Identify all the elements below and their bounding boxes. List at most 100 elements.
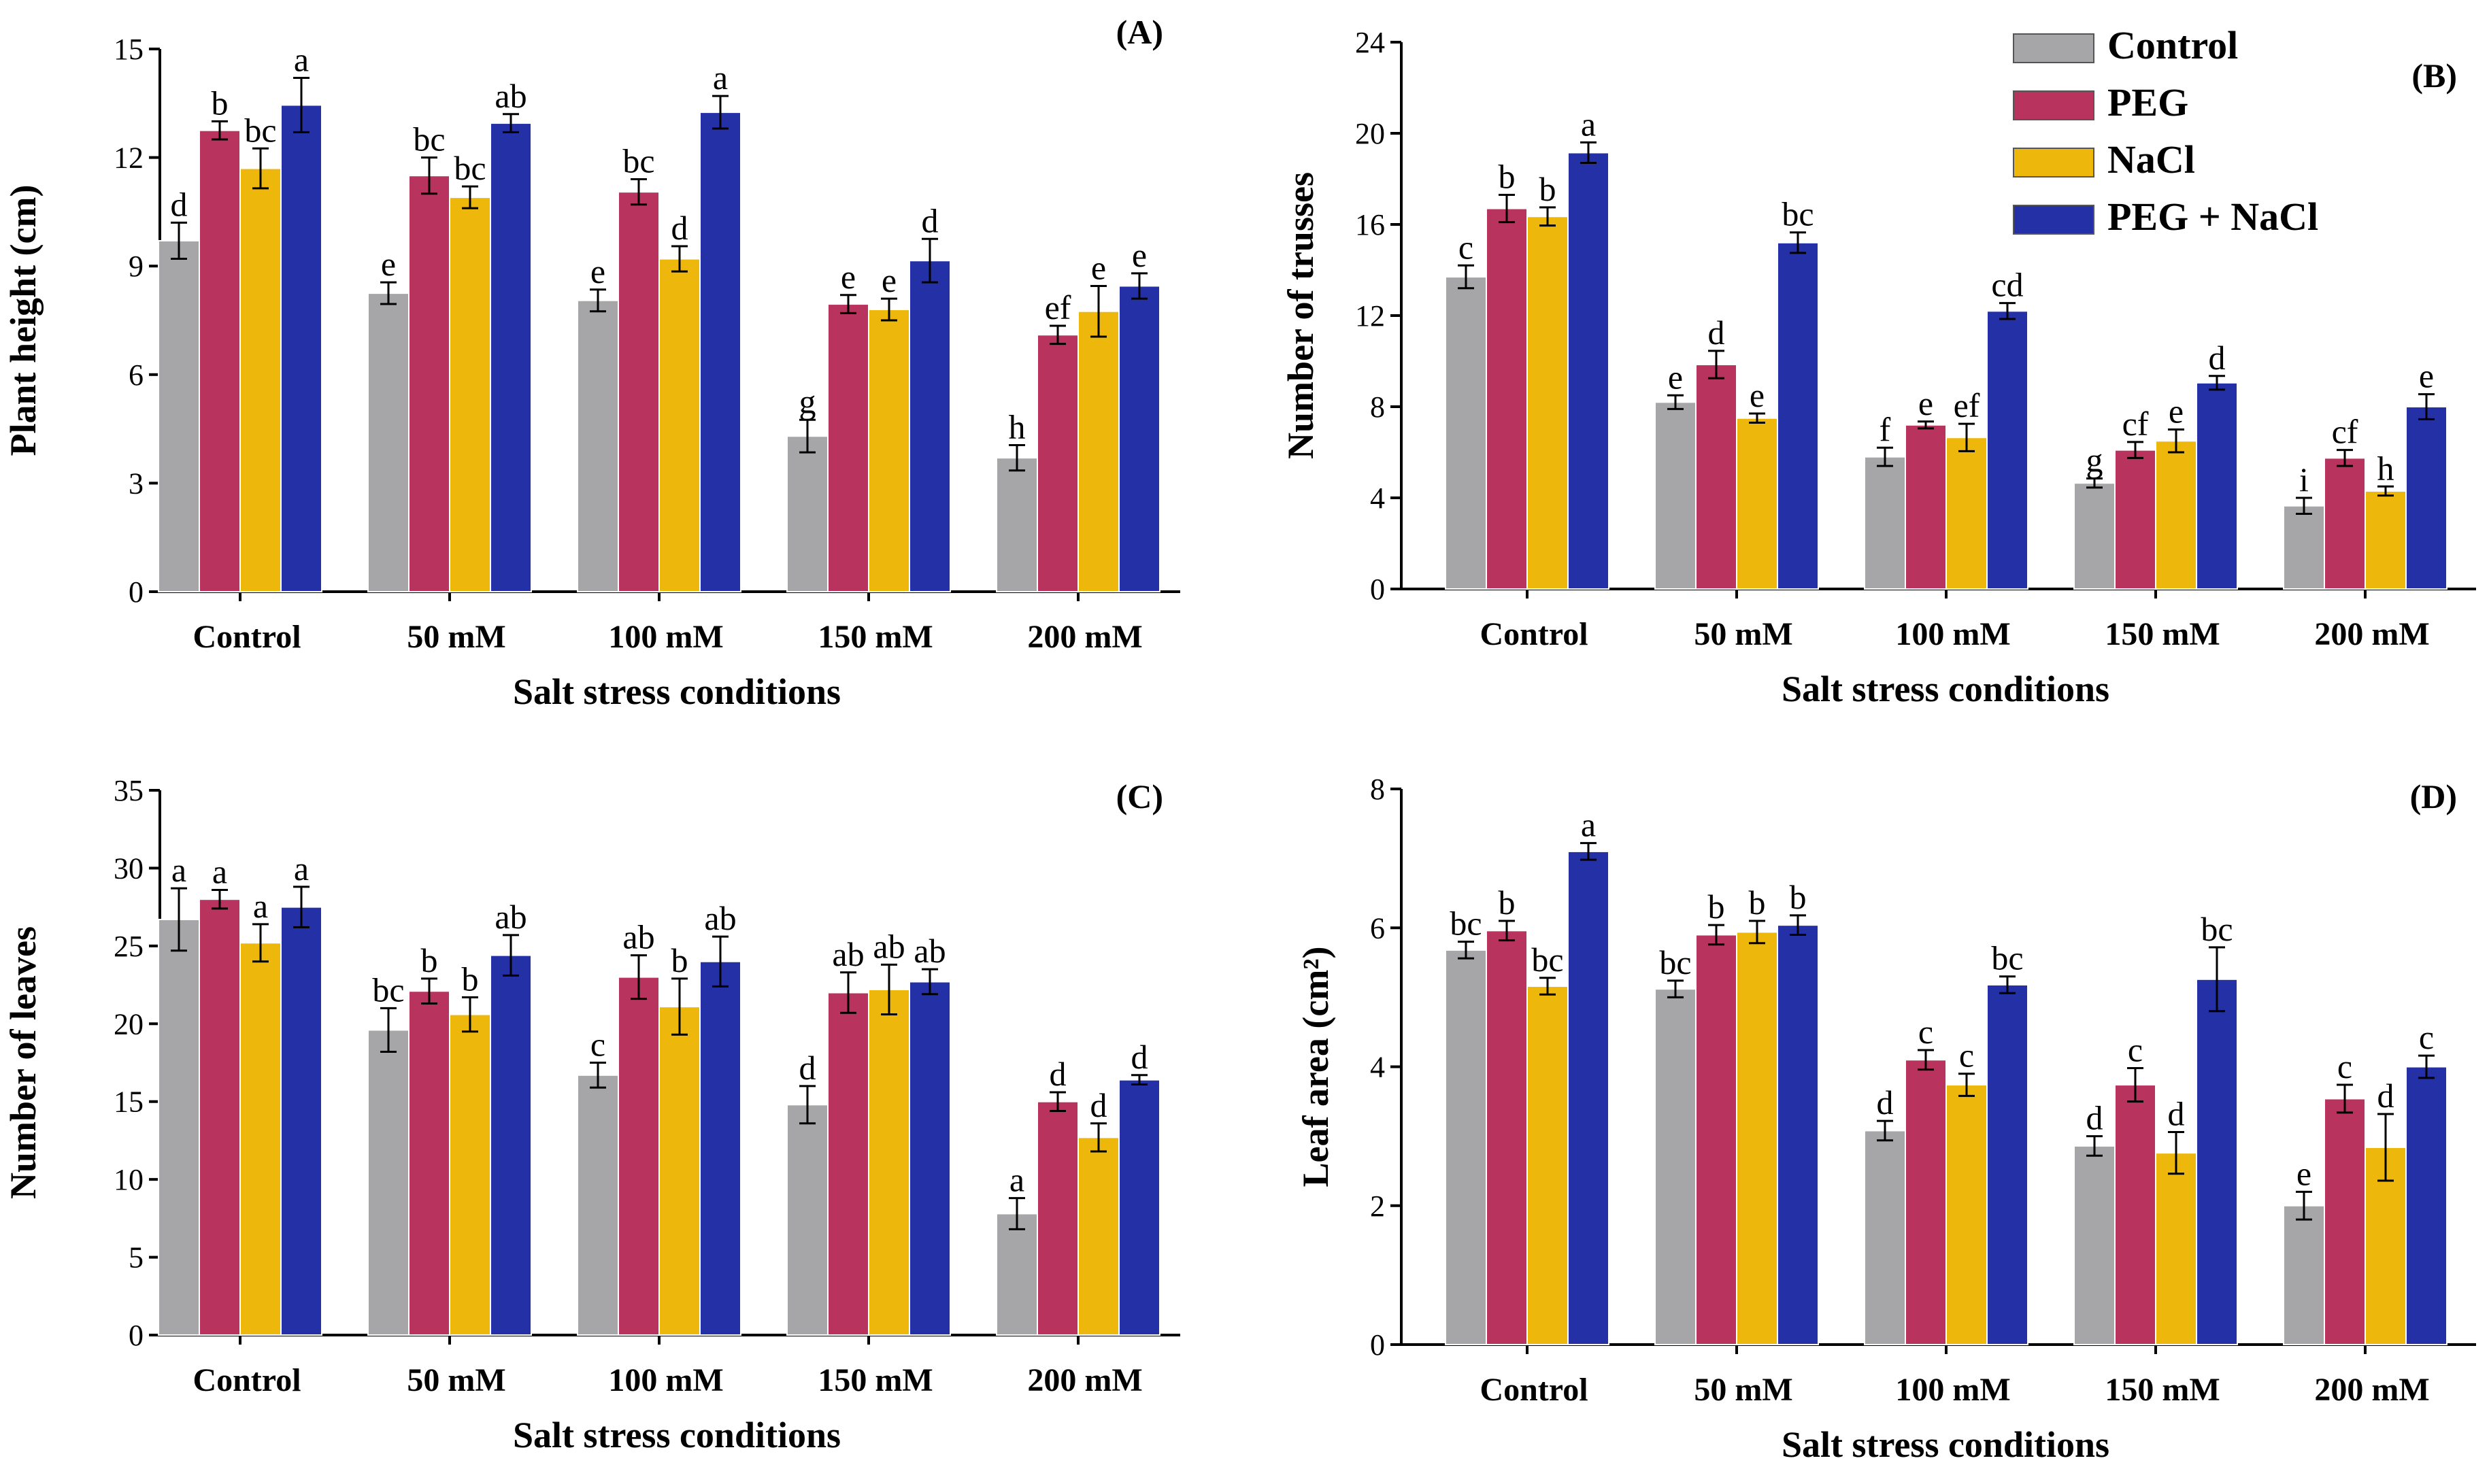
x-tick-label: Control [1480, 1372, 1588, 1408]
significance-letter: b [671, 941, 688, 979]
bar-control-100-mm [1864, 456, 1906, 590]
bar-peg-100-mm [1905, 1059, 1947, 1345]
bar-peg-100-mm [618, 191, 660, 592]
bar-peg-control [199, 898, 241, 1336]
legend-swatch-peg-nacl [2013, 205, 2094, 235]
bar-control-control [1445, 276, 1487, 590]
legend-label-peg-nacl: PEG + NaCl [2107, 195, 2318, 239]
significance-letter: cd [1991, 266, 2023, 304]
bar-peg-nacl-150-mm [2196, 382, 2238, 590]
x-tick-label: Control [193, 1362, 301, 1398]
y-tick-label: 15 [114, 33, 144, 66]
bar-nacl-200-mm [1078, 310, 1120, 592]
y-tick-label: 2 [1370, 1190, 1385, 1223]
legend-label-nacl: NaCl [2107, 137, 2195, 182]
significance-letter: d [1090, 1086, 1107, 1124]
bar-peg-nacl-control [1567, 152, 1609, 590]
significance-letter: ab [622, 918, 654, 956]
significance-letter: e [1750, 376, 1765, 414]
y-tick-label: 5 [129, 1241, 144, 1275]
bar-peg-nacl-150-mm [909, 260, 951, 592]
bar-peg-nacl-50-mm [490, 122, 532, 592]
bar-control-50-mm [367, 1029, 410, 1336]
panel-d: 0 2 4 6 8 Leaf area (cm²) Salt stress conditio… [1295, 773, 2476, 1465]
y-tick-label: 0 [129, 1319, 144, 1352]
y-tick-label: 9 [129, 250, 144, 283]
bar-control-100-mm [1864, 1130, 1906, 1345]
bar-peg-50-mm [1695, 934, 1737, 1345]
x-tick-label: 150 mM [818, 619, 933, 655]
y-tick-label: 16 [1355, 208, 1385, 241]
y-axis-title: Number of leaves [3, 926, 44, 1199]
bar-nacl-control [1526, 216, 1569, 590]
significance-letter: d [922, 201, 939, 239]
significance-letter: cf [2122, 405, 2149, 443]
significance-letter: h [2377, 449, 2394, 487]
significance-letter: a [1581, 105, 1596, 143]
panel-label: (D) [2410, 777, 2457, 815]
bar-peg-control [1486, 930, 1528, 1345]
significance-letter: b [1790, 878, 1807, 916]
significance-letter: bc [1531, 941, 1563, 979]
significance-letter: d [1708, 314, 1725, 352]
y-tick-label: 24 [1355, 26, 1385, 59]
y-tick-label: 8 [1370, 390, 1385, 424]
significance-letter: ef [1045, 288, 1071, 326]
bar-peg-nacl-150-mm [2196, 978, 2238, 1345]
significance-letter: b [462, 960, 479, 998]
panel-label: (B) [2411, 56, 2457, 95]
significance-letter: e [2169, 392, 2184, 431]
y-tick-label: 30 [114, 851, 144, 885]
bar-peg-nacl-100-mm [1986, 983, 2028, 1346]
significance-letter: e [882, 261, 897, 299]
significance-letter: ab [832, 935, 864, 973]
significance-letter: c [1918, 1013, 1933, 1051]
legend-swatch-nacl [2013, 148, 2094, 178]
y-tick-label: 4 [1370, 482, 1385, 515]
bar-control-50-mm [1654, 401, 1697, 590]
bar-peg-150-mm [827, 303, 869, 592]
significance-letter: i [2299, 460, 2309, 499]
significance-letter: b [1539, 170, 1556, 208]
x-tick-label: 50 mM [1694, 616, 1792, 652]
bar-peg-nacl-control [1567, 850, 1609, 1345]
x-axis-title: Salt stress conditions [1782, 1424, 2109, 1465]
x-tick-label: Control [1480, 616, 1588, 652]
significance-letter: b [1499, 883, 1516, 922]
x-axis-title: Salt stress conditions [513, 1415, 841, 1455]
significance-letter: b [1749, 883, 1766, 922]
significance-letter: e [2419, 357, 2434, 395]
x-tick-label: 100 mM [608, 619, 723, 655]
legend: Control PEG NaCl PEG + NaCl [2013, 23, 2318, 239]
bar-peg-200-mm [1037, 334, 1079, 592]
significance-letter: c [2128, 1031, 2143, 1069]
significance-letter: d [2209, 339, 2226, 377]
bar-peg-100-mm [618, 976, 660, 1336]
significance-letter: ab [873, 927, 905, 965]
significance-letter: a [294, 41, 309, 79]
y-axis-title: Plant height (cm) [3, 185, 44, 456]
x-tick-label: 100 mM [608, 1362, 723, 1398]
significance-letter: d [1877, 1083, 1894, 1122]
bar-nacl-150-mm [2155, 440, 2197, 590]
y-tick-label: 6 [1370, 911, 1385, 945]
y-tick-label: 6 [129, 358, 144, 392]
bar-peg-nacl-control [280, 906, 322, 1336]
y-tick-label: 35 [114, 774, 144, 807]
bar-nacl-100-mm [1945, 1084, 1988, 1345]
significance-letter: b [1499, 157, 1516, 195]
bar-peg-200-mm [2324, 457, 2366, 590]
bar-nacl-150-mm [2155, 1152, 2197, 1345]
significance-letter: e [1918, 384, 1933, 422]
bar-peg-nacl-150-mm [909, 981, 951, 1336]
bar-control-100-mm [577, 299, 619, 592]
bar-peg-150-mm [2114, 449, 2156, 590]
bar-control-50-mm [367, 292, 410, 592]
bar-peg-control [1486, 207, 1528, 590]
x-tick-label: 50 mM [407, 1362, 505, 1398]
significance-letter: e [1132, 236, 1147, 274]
bar-nacl-control [239, 167, 282, 592]
y-tick-label: 20 [114, 1007, 144, 1041]
bar-peg-nacl-100-mm [699, 112, 741, 593]
